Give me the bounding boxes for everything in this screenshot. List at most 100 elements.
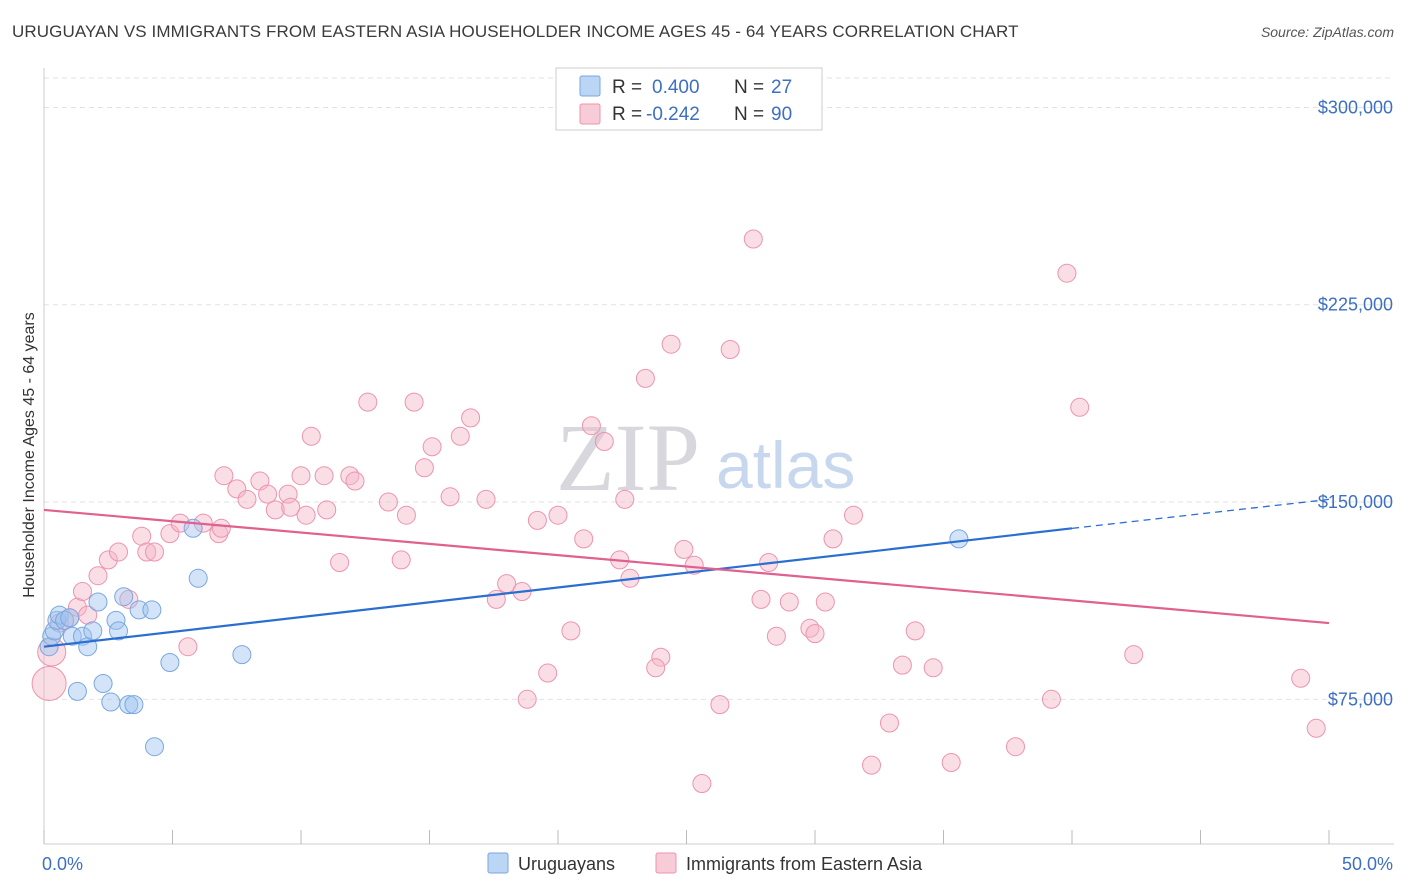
- y-tick-label: $225,000: [1318, 295, 1393, 315]
- point-eastern-asia: [692, 774, 712, 793]
- trend-lines: [43, 498, 1330, 648]
- point-eastern-asia: [301, 426, 321, 446]
- chart-source: Source: ZipAtlas.com: [1260, 24, 1394, 40]
- point-eastern-asia: [862, 755, 881, 775]
- point-eastern-asia: [461, 408, 481, 428]
- stats-r-value-eastern-asia: -0.242: [646, 104, 700, 125]
- point-eastern-asia: [766, 626, 786, 646]
- point-eastern-asia: [923, 658, 943, 678]
- point-uruguayans: [83, 621, 103, 641]
- point-eastern-asia: [815, 592, 835, 612]
- stats-n-value-uruguayans: 27: [771, 77, 792, 98]
- point-eastern-asia: [378, 492, 398, 512]
- point-eastern-asia: [211, 518, 231, 538]
- point-eastern-asia: [615, 489, 635, 509]
- point-eastern-asia: [98, 550, 118, 570]
- point-eastern-asia: [779, 592, 799, 612]
- point-uruguayans: [67, 681, 87, 701]
- point-eastern-asia: [1291, 668, 1311, 688]
- point-uruguayans: [145, 737, 164, 757]
- point-uruguayans: [119, 695, 139, 715]
- point-eastern-asia: [440, 487, 460, 507]
- point-eastern-asia: [291, 466, 311, 486]
- point-eastern-asia: [800, 618, 820, 638]
- point-eastern-asia: [214, 466, 234, 486]
- point-eastern-asia: [31, 666, 67, 701]
- point-eastern-asia: [646, 658, 666, 678]
- legend-swatch-uruguayans: [487, 852, 509, 874]
- point-eastern-asia: [109, 542, 128, 562]
- point-eastern-asia: [391, 550, 411, 570]
- point-eastern-asia: [227, 479, 247, 499]
- point-eastern-asia: [561, 621, 581, 641]
- grid-lines: [44, 77, 1394, 700]
- point-eastern-asia: [237, 489, 257, 509]
- point-uruguayans: [60, 608, 80, 628]
- point-eastern-asia: [88, 566, 108, 586]
- point-eastern-asia: [317, 500, 337, 520]
- y-axis-tick-labels: $75,000 $150,000 $225,000 $300,000: [1318, 97, 1393, 709]
- stats-r-label-eastern-asia: R =: [612, 104, 642, 125]
- point-eastern-asia: [823, 529, 843, 549]
- point-uruguayans: [101, 692, 121, 712]
- point-eastern-asia: [314, 466, 334, 486]
- point-uruguayans: [114, 587, 134, 607]
- point-eastern-asia: [674, 539, 694, 559]
- point-eastern-asia: [281, 497, 301, 517]
- point-eastern-asia: [340, 466, 360, 486]
- point-eastern-asia: [538, 663, 558, 683]
- stats-n-label-eastern-asia: N =: [734, 104, 764, 125]
- point-eastern-asia: [1124, 645, 1144, 665]
- point-eastern-asia: [450, 426, 470, 446]
- point-eastern-asia: [1041, 689, 1061, 709]
- trend-line-uruguayans-projection: [1071, 498, 1330, 529]
- point-eastern-asia: [358, 392, 378, 412]
- point-eastern-asia: [476, 489, 496, 509]
- legend-label-eastern-asia: Immigrants from Eastern Asia: [686, 854, 923, 874]
- point-eastern-asia: [594, 432, 614, 451]
- legend: Uruguayans Immigrants from Eastern Asia: [487, 852, 923, 874]
- point-uruguayans: [188, 568, 208, 588]
- point-eastern-asia: [330, 553, 350, 572]
- point-eastern-asia: [844, 505, 863, 525]
- point-uruguayans: [142, 600, 162, 620]
- legend-label-uruguayans: Uruguayans: [518, 854, 615, 874]
- point-eastern-asia: [661, 334, 681, 354]
- point-eastern-asia: [517, 689, 537, 709]
- point-eastern-asia: [296, 505, 316, 525]
- point-eastern-asia: [119, 589, 139, 609]
- point-eastern-asia: [527, 510, 547, 530]
- point-eastern-asia: [396, 505, 416, 525]
- point-eastern-asia: [941, 753, 961, 772]
- legend-swatch-eastern-asia: [655, 852, 677, 874]
- point-uruguayans: [47, 610, 67, 630]
- point-eastern-asia: [258, 484, 278, 504]
- point-eastern-asia: [581, 416, 601, 436]
- chart-title: URUGUAYAN VS IMMIGRANTS FROM EASTERN ASI…: [12, 22, 1019, 41]
- y-tick-label: $75,000: [1328, 689, 1393, 709]
- stats-swatch-eastern-asia: [579, 103, 601, 125]
- stats-swatch-uruguayans: [579, 75, 601, 97]
- scatter-points: [31, 229, 1326, 793]
- point-eastern-asia: [137, 542, 157, 562]
- trend-line-uruguayans: [43, 527, 1073, 648]
- point-eastern-asia: [1306, 718, 1326, 738]
- point-uruguayans: [93, 674, 113, 693]
- point-eastern-asia: [635, 368, 655, 388]
- point-eastern-asia: [345, 471, 365, 491]
- point-uruguayans: [88, 592, 108, 612]
- point-eastern-asia: [805, 624, 825, 644]
- watermark-zip: ZIP: [556, 404, 700, 511]
- point-eastern-asia: [684, 555, 704, 575]
- x-axis-ticks: [43, 830, 1330, 844]
- point-eastern-asia: [414, 458, 434, 478]
- point-uruguayans: [109, 621, 128, 641]
- point-eastern-asia: [178, 637, 198, 657]
- x-tick-label-min: 0.0%: [42, 854, 83, 874]
- watermark-atlas: atlas: [716, 428, 855, 502]
- point-eastern-asia: [880, 713, 899, 733]
- point-eastern-asia: [751, 589, 771, 609]
- point-eastern-asia: [1057, 263, 1077, 283]
- point-eastern-asia: [422, 437, 442, 457]
